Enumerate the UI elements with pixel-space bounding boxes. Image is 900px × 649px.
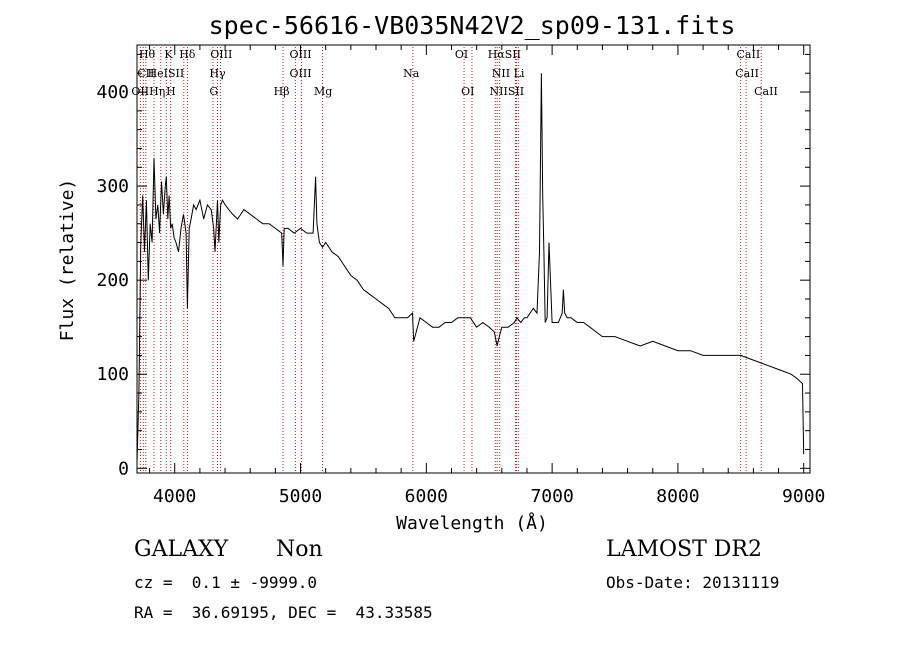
line-label: H [166, 85, 176, 98]
line-label: HαSII [488, 48, 521, 61]
line-label: Na [403, 67, 420, 80]
y-tick-label: 400 [96, 82, 129, 103]
line-label: Hβ [274, 85, 290, 98]
x-axis: 4000 5000 6000 7000 8000 9000 [149, 45, 825, 507]
object-class: GALAXY [134, 537, 229, 562]
line-label: HeISII [148, 67, 185, 80]
line-label: CaII [754, 85, 778, 98]
y-tick-label: 0 [118, 458, 129, 479]
line-label: CaII [737, 48, 761, 61]
y-axis: 0 100 200 300 400 [96, 53, 810, 479]
survey-name: LAMOST DR2 [606, 537, 762, 562]
line-label: K [164, 48, 173, 61]
line-label: CII [137, 67, 154, 80]
x-tick-label: 9000 [782, 486, 825, 507]
line-label: NIISII [490, 85, 525, 98]
x-tick-label: 7000 [530, 486, 573, 507]
x-tick-label: 6000 [405, 486, 448, 507]
y-tick-label: 200 [96, 270, 129, 291]
chart-title: spec-56616-VB035N42V2_sp09-131.fits [209, 11, 736, 40]
plot-frame [136, 44, 811, 474]
line-label: Hγ [209, 67, 226, 80]
x-tick-label: 8000 [656, 486, 699, 507]
line-label: CaII [735, 67, 759, 80]
y-axis-label: Flux (relative) [57, 179, 78, 342]
spectrum-line [136, 73, 805, 464]
line-label: OIII [210, 48, 232, 61]
x-tick-label: 5000 [279, 486, 322, 507]
line-label: OI [461, 85, 474, 98]
line-label: Hδ [179, 48, 196, 61]
object-subclass: Non [276, 537, 323, 562]
line-marker-layer [139, 47, 762, 472]
y-tick-label: 100 [96, 364, 129, 385]
line-label: Hθ [139, 48, 156, 61]
line-label: NII Li [492, 67, 525, 80]
line-label: OI [455, 48, 468, 61]
redshift-readout: cz = 0.1 ± -9999.0 [134, 573, 318, 592]
line-label: OIII [290, 67, 312, 80]
x-tick-label: 4000 [153, 486, 196, 507]
line-label: Mg [314, 85, 332, 98]
obs-date: Obs-Date: 20131119 [606, 573, 780, 592]
y-tick-label: 300 [96, 176, 129, 197]
line-label: OIIHη [131, 85, 165, 98]
x-axis-label: Wavelength (Å) [396, 512, 548, 534]
line-label: G [209, 85, 218, 98]
coordinates-readout: RA = 36.69195, DEC = 43.33585 [134, 603, 433, 622]
